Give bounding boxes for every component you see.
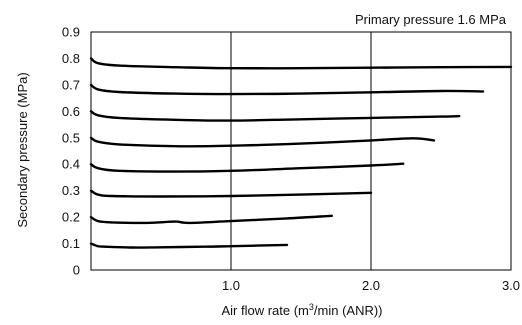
- plot-frame: [90, 31, 512, 271]
- series-line: [89, 242, 289, 249]
- y-axis-ticks: 0 0.1 0.2 0.3 0.4 0.5 0.6 0.7 0.8 0.9: [62, 25, 80, 278]
- x-axis-ticks: 1.0 2.0 3.0: [222, 278, 520, 293]
- y-tick-label: 0.3: [62, 183, 80, 198]
- grid-lines: [230, 32, 372, 270]
- y-tick-label: 0.9: [62, 25, 80, 40]
- series-line: [89, 136, 436, 148]
- y-tick-label: 0.5: [62, 130, 80, 145]
- y-tick-label: 0.4: [62, 157, 80, 172]
- y-axis-title: Secondary pressure (MPa): [15, 72, 30, 227]
- x-tick-label: 2.0: [362, 278, 380, 293]
- x-axis-title-sup: 3: [309, 302, 314, 312]
- y-tick-label: 0.7: [62, 77, 80, 92]
- y-tick-label: 0.2: [62, 210, 80, 225]
- y-tick-label: 0.8: [62, 51, 80, 66]
- x-axis-title-main: Air flow rate (m: [221, 303, 308, 318]
- x-axis-title: Air flow rate (m3/min (ANR)): [221, 302, 382, 318]
- series-line: [89, 214, 333, 225]
- series-line: [89, 189, 373, 198]
- y-tick-label: 0.6: [62, 104, 80, 119]
- series-line: [89, 57, 513, 70]
- series-line: [89, 110, 461, 122]
- x-tick-label: 1.0: [222, 278, 240, 293]
- annotation-primary-pressure: Primary pressure 1.6 MPa: [355, 12, 507, 27]
- y-tick-label: 0.1: [62, 236, 80, 251]
- series-lines: [89, 57, 513, 249]
- series-line: [89, 162, 405, 173]
- series-line: [89, 83, 485, 96]
- x-axis-title-rest: /min (ANR)): [314, 303, 383, 318]
- y-tick-label: 0: [73, 263, 80, 278]
- x-tick-label: 3.0: [502, 278, 520, 293]
